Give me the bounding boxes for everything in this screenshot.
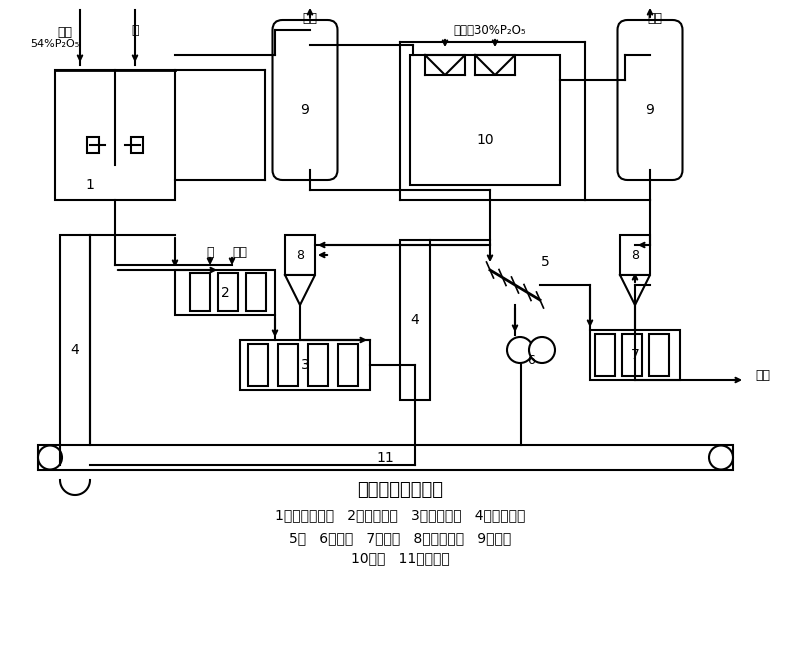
Text: 2: 2 — [221, 286, 230, 300]
Text: 料浆: 料浆 — [233, 245, 247, 258]
Text: 氨: 氨 — [131, 23, 138, 37]
Bar — [649, 334, 669, 376]
FancyBboxPatch shape — [273, 20, 338, 180]
Text: 3: 3 — [301, 358, 310, 372]
Text: 4: 4 — [410, 313, 419, 327]
Bar — [595, 334, 615, 376]
Text: 11: 11 — [377, 450, 394, 464]
Bar — [240, 340, 370, 390]
Text: 尾气: 尾气 — [647, 12, 662, 25]
Circle shape — [507, 337, 533, 363]
Bar — [400, 240, 430, 400]
Text: 磷酸约30%P₂O₅: 磷酸约30%P₂O₅ — [454, 23, 526, 37]
Bar — [248, 344, 268, 386]
Text: 1预中和反应器   2转鼓造粒机   3回转干燥机   4斗式提升机: 1预中和反应器 2转鼓造粒机 3回转干燥机 4斗式提升机 — [275, 508, 525, 522]
Bar — [190, 273, 210, 311]
Polygon shape — [620, 275, 650, 305]
Bar — [131, 137, 143, 153]
Circle shape — [529, 337, 555, 363]
Text: 9: 9 — [646, 103, 654, 117]
Text: 6: 6 — [527, 353, 535, 366]
Text: 7: 7 — [630, 348, 639, 362]
Bar — [55, 70, 175, 200]
Bar — [338, 344, 358, 386]
Text: 10: 10 — [476, 133, 494, 147]
Text: 5筛   6破碎机   7冷却机   8旋风分离器   9洗涤塔: 5筛 6破碎机 7冷却机 8旋风分离器 9洗涤塔 — [289, 531, 511, 545]
Bar — [218, 273, 238, 311]
Circle shape — [709, 446, 733, 470]
Bar — [590, 330, 680, 380]
Bar — [60, 235, 90, 465]
Text: 8: 8 — [631, 249, 639, 262]
Text: 尾气: 尾气 — [302, 12, 318, 25]
Bar — [410, 55, 560, 185]
Text: 54%P₂O₅: 54%P₂O₅ — [30, 39, 79, 49]
Bar — [246, 273, 266, 311]
Text: 9: 9 — [301, 103, 310, 117]
Text: 产品: 产品 — [755, 368, 770, 382]
Bar — [38, 445, 733, 470]
Text: 8: 8 — [296, 249, 304, 262]
Circle shape — [38, 446, 62, 470]
Text: 10贮槽   11传送装置: 10贮槽 11传送装置 — [350, 551, 450, 565]
Bar — [87, 137, 99, 153]
Text: 1: 1 — [86, 178, 94, 192]
Text: 磷酸二铵生产流程: 磷酸二铵生产流程 — [357, 481, 443, 499]
Bar — [285, 235, 315, 275]
Bar — [278, 344, 298, 386]
Bar — [622, 334, 642, 376]
Text: 4: 4 — [70, 343, 79, 357]
Text: 氨: 氨 — [206, 245, 214, 258]
Text: 5: 5 — [541, 255, 550, 269]
Bar — [308, 344, 328, 386]
Bar — [175, 270, 275, 315]
Polygon shape — [285, 275, 315, 305]
Bar — [620, 235, 650, 275]
Text: 磷酸: 磷酸 — [58, 25, 73, 39]
FancyBboxPatch shape — [618, 20, 682, 180]
